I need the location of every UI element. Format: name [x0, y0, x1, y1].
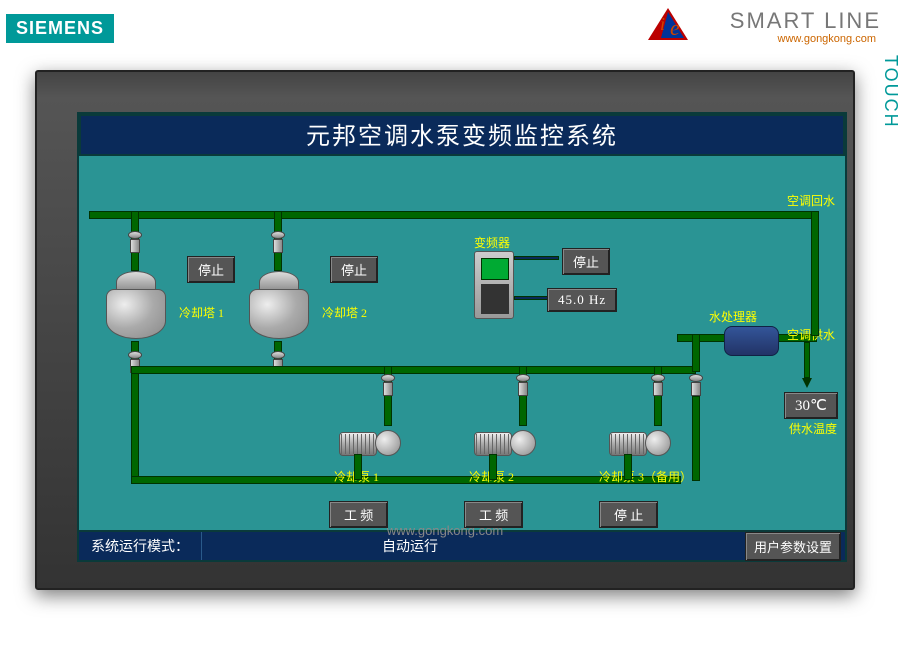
- pipe-supply-down: [692, 334, 700, 372]
- pipe-temp: [804, 342, 810, 378]
- supply-temp-value: 30℃: [784, 392, 838, 419]
- valve-p2-in: [514, 374, 532, 396]
- vfd-icon: [474, 251, 514, 319]
- process-canvas: 空调回水 冷却塔 1 停止 冷却塔 2 停止: [79, 156, 845, 530]
- valve-p3-in: [649, 374, 667, 396]
- svg-text:i: i: [660, 14, 665, 34]
- touch-badge: TOUCH: [880, 55, 901, 129]
- return-water-label: 空调回水: [787, 192, 835, 209]
- cooling-tower-2-icon: [244, 271, 314, 341]
- vfd-status[interactable]: 停止: [562, 248, 610, 275]
- tower2-label: 冷却塔 2: [322, 304, 367, 321]
- pump-2-icon: [474, 424, 534, 464]
- watermark-bottom: www.gongkong.com: [387, 523, 503, 538]
- vfd-line1: [514, 256, 559, 260]
- pipe-mid: [131, 366, 696, 374]
- water-processor-icon: [724, 326, 779, 356]
- settings-button[interactable]: 用户参数设置: [745, 532, 841, 561]
- tower1-label: 冷却塔 1: [179, 304, 224, 321]
- siemens-logo: SIEMENS: [6, 14, 114, 43]
- mode-value: 自动运行: [202, 536, 745, 556]
- watermark-top: www.gongkong.com: [778, 33, 876, 45]
- cooling-tower-1-icon: [101, 271, 171, 341]
- pump3-mode[interactable]: 停 止: [599, 501, 658, 528]
- mode-label: 系统运行模式：: [79, 532, 202, 560]
- valve-t2-top: [269, 231, 287, 253]
- pipe-p1-out: [354, 454, 362, 480]
- pump-3-icon: [609, 424, 669, 464]
- valve-supply: [687, 374, 705, 396]
- valve-p1-in: [379, 374, 397, 396]
- pipe-p3-out: [624, 454, 632, 480]
- supply-temp-label: 供水温度: [789, 420, 837, 437]
- valve-t1-top: [126, 231, 144, 253]
- screen-title: 元邦空调水泵变频监控系统: [79, 114, 845, 156]
- ie-logo-icon: i e: [646, 6, 691, 44]
- pump-1-icon: [339, 424, 399, 464]
- vfd-title: 变频器: [474, 234, 510, 251]
- pipe-p2-out: [489, 454, 497, 480]
- page-header: SIEMENS i e SMART LINE www.gongkong.com: [0, 0, 901, 50]
- vfd-freq[interactable]: 45.0 Hz: [547, 288, 617, 312]
- pipe-return-top: [89, 211, 819, 219]
- hmi-screen: 元邦空调水泵变频监控系统 空调回水 冷却塔 1 停止 冷却塔 2 停止: [77, 112, 847, 562]
- arrow-down-icon: [802, 378, 812, 388]
- wproc-label: 水处理器: [709, 308, 757, 325]
- svg-text:e: e: [670, 15, 680, 40]
- smart-line-label: SMART LINE: [730, 8, 881, 34]
- tower1-status[interactable]: 停止: [187, 256, 235, 283]
- pipe-return-right: [811, 211, 819, 336]
- hmi-bezel: 元邦空调水泵变频监控系统 空调回水 冷却塔 1 停止 冷却塔 2 停止: [35, 70, 855, 590]
- pipe-supply-down2: [692, 396, 700, 481]
- pump1-mode[interactable]: 工 频: [329, 501, 388, 528]
- tower2-status[interactable]: 停止: [330, 256, 378, 283]
- pump3-label: 冷却泵 3（备用）: [599, 468, 692, 485]
